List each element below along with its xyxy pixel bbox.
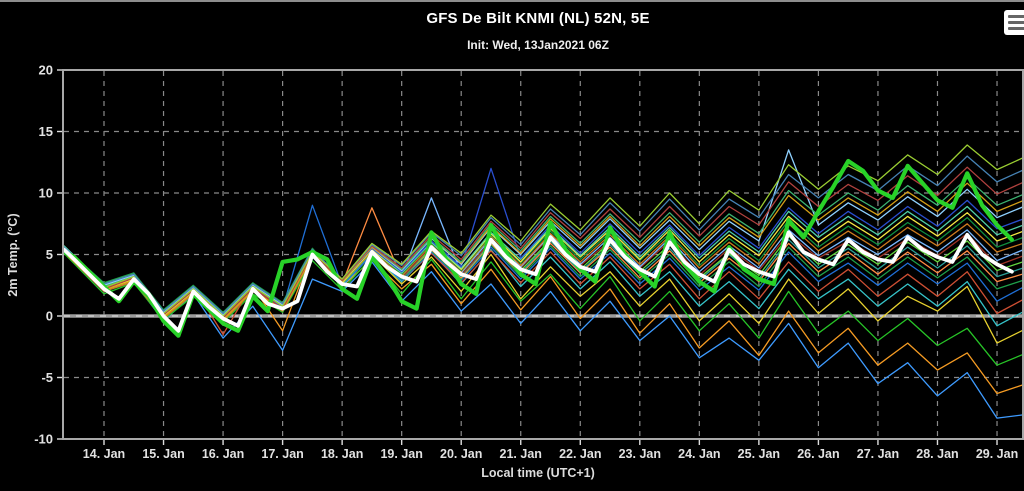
x-tick-label: 27. Jan	[857, 447, 899, 461]
x-axis-title: Local time (UTC+1)	[481, 466, 595, 480]
member-24	[63, 144, 1023, 317]
y-tick-label: -10	[34, 432, 53, 447]
x-tick-label: 18. Jan	[321, 447, 363, 461]
plot-frame	[62, 69, 1024, 440]
x-tick-label: 17. Jan	[261, 447, 303, 461]
x-tick-label: 16. Jan	[202, 447, 244, 461]
x-tick-label: 22. Jan	[559, 447, 601, 461]
x-tick-label: 28. Jan	[916, 447, 958, 461]
y-tick-label: 20	[39, 63, 53, 78]
member-06	[63, 247, 1023, 336]
menu-bar	[1008, 21, 1024, 24]
menu-bar	[1008, 15, 1024, 18]
y-tick-label: -5	[41, 370, 53, 385]
x-tick-label: 20. Jan	[440, 447, 482, 461]
x-tick-label: 23. Jan	[619, 447, 661, 461]
member-03	[63, 252, 1023, 366]
hamburger-menu-icon[interactable]	[1004, 10, 1024, 35]
chart-title: GFS De Bilt KNMI (NL) 52N, 5E	[426, 10, 650, 27]
x-tick-label: 24. Jan	[678, 447, 720, 461]
x-tick-label: 29. Jan	[976, 447, 1018, 461]
member-08	[63, 244, 1023, 313]
x-tick-label: 25. Jan	[738, 447, 780, 461]
x-tick-label: 21. Jan	[500, 447, 542, 461]
y-tick-label: 0	[46, 309, 53, 324]
x-tick-label: 19. Jan	[380, 447, 422, 461]
menu-bar	[1008, 27, 1024, 30]
ensemble-mean	[63, 230, 1014, 333]
member-20	[63, 182, 1023, 321]
x-tick-label: 15. Jan	[142, 447, 184, 461]
member-22	[63, 166, 1023, 318]
member-14	[63, 223, 1023, 322]
y-tick-label: 10	[39, 186, 53, 201]
member-02	[63, 246, 1023, 395]
top-border	[0, 0, 1024, 2]
x-tick-label: 26. Jan	[797, 447, 839, 461]
operational-run	[63, 158, 1015, 338]
chart-subtitle: Init: Wed, 13Jan2021 06Z	[467, 38, 609, 52]
y-tick-label: 15	[39, 124, 53, 139]
series-group	[63, 144, 1023, 419]
y-tick-label: 5	[46, 247, 53, 262]
x-tick-label: 14. Jan	[83, 447, 125, 461]
member-23	[63, 155, 1023, 315]
